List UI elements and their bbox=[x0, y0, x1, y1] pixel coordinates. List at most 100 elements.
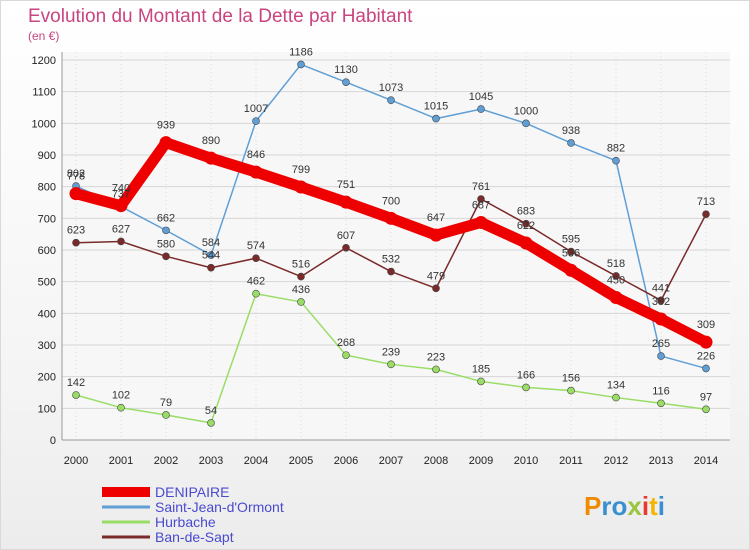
data-point bbox=[477, 105, 485, 113]
data-label: 1130 bbox=[334, 64, 358, 76]
data-point bbox=[702, 210, 710, 219]
data-point bbox=[339, 195, 353, 209]
data-label: 802 bbox=[67, 168, 85, 180]
data-label: 450 bbox=[607, 275, 625, 287]
data-label: 268 bbox=[337, 337, 355, 349]
data-point bbox=[522, 119, 530, 128]
data-label: 1073 bbox=[379, 82, 403, 94]
data-label: 102 bbox=[112, 390, 130, 402]
data-label: 683 bbox=[517, 206, 535, 218]
data-label: 516 bbox=[292, 259, 310, 271]
data-point bbox=[567, 247, 575, 256]
y-tick-label: 400 bbox=[38, 308, 56, 320]
data-label: 584 bbox=[202, 237, 220, 249]
data-label: 226 bbox=[697, 350, 715, 362]
x-tick-label: 2013 bbox=[649, 455, 673, 467]
y-tick-label: 1100 bbox=[32, 87, 56, 99]
data-point bbox=[702, 364, 710, 373]
legend: DENIPAIRESaint-Jean-d'OrmontHurbacheBan-… bbox=[102, 484, 284, 545]
x-tick-label: 2003 bbox=[199, 455, 223, 467]
data-labels: 802 737 662 584 1007 1186 1130 1073 1015 1045 1000… bbox=[67, 46, 715, 416]
data-point bbox=[342, 351, 350, 359]
data-point bbox=[162, 226, 170, 235]
data-point bbox=[432, 284, 440, 293]
x-tick-label: 2004 bbox=[244, 455, 268, 467]
data-point bbox=[699, 335, 713, 349]
data-point bbox=[612, 272, 620, 280]
data-label: 1000 bbox=[514, 105, 538, 117]
data-label: 580 bbox=[157, 238, 175, 250]
x-tick-label: 2010 bbox=[514, 455, 538, 467]
data-label: 595 bbox=[562, 234, 580, 246]
data-label: 462 bbox=[247, 276, 265, 288]
series-layer bbox=[69, 60, 713, 427]
data-point bbox=[429, 228, 443, 242]
data-label: 532 bbox=[382, 254, 400, 266]
data-point bbox=[432, 365, 440, 374]
data-label: 574 bbox=[247, 240, 265, 252]
data-label: 778 bbox=[67, 171, 85, 183]
y-tick-label: 200 bbox=[38, 372, 56, 384]
data-point bbox=[564, 263, 578, 277]
data-point bbox=[387, 96, 395, 105]
data-label: 142 bbox=[67, 377, 85, 389]
x-tick-label: 2014 bbox=[694, 455, 718, 467]
data-label: 79 bbox=[160, 397, 172, 409]
data-label: 97 bbox=[700, 391, 712, 403]
data-label: 309 bbox=[697, 319, 715, 331]
data-point bbox=[387, 360, 395, 369]
data-point bbox=[204, 151, 218, 165]
data-label: 156 bbox=[562, 373, 580, 385]
data-point bbox=[612, 393, 620, 402]
data-label: 700 bbox=[382, 195, 400, 207]
data-point bbox=[654, 312, 668, 326]
data-point bbox=[159, 136, 173, 150]
x-tick-label: 2002 bbox=[154, 455, 178, 467]
data-point bbox=[162, 252, 170, 261]
x-tick-label: 2009 bbox=[469, 455, 493, 467]
x-tick-label: 2011 bbox=[559, 455, 583, 467]
data-point bbox=[252, 289, 260, 298]
x-tick-label: 2006 bbox=[334, 455, 358, 467]
x-tick-label: 2008 bbox=[424, 455, 448, 467]
data-point bbox=[117, 237, 125, 246]
y-tick-label: 1000 bbox=[32, 118, 56, 130]
data-label: 518 bbox=[607, 258, 625, 270]
x-tick-label: 2001 bbox=[109, 455, 133, 467]
data-point bbox=[432, 114, 440, 123]
data-point bbox=[384, 211, 398, 225]
data-label: 166 bbox=[517, 369, 535, 381]
data-point bbox=[72, 238, 80, 247]
data-label: 1045 bbox=[469, 91, 493, 103]
y-tick-label: 500 bbox=[38, 277, 56, 289]
y-tick-label: 0 bbox=[50, 435, 56, 447]
data-label: 436 bbox=[292, 284, 310, 296]
data-point bbox=[162, 411, 170, 419]
data-point bbox=[207, 263, 215, 272]
data-point bbox=[477, 377, 485, 386]
data-label: 441 bbox=[652, 282, 670, 294]
x-tick-label: 2012 bbox=[604, 455, 628, 467]
data-point bbox=[297, 298, 305, 306]
axes: 0 100 200 300 400 500 600 700 800 900 1000 1100 1200… bbox=[32, 52, 730, 467]
x-tick-label: 2005 bbox=[289, 455, 313, 467]
y-tick-label: 300 bbox=[38, 340, 56, 352]
data-point bbox=[297, 272, 305, 281]
data-label: 1186 bbox=[289, 46, 313, 58]
data-point bbox=[519, 236, 533, 250]
logo-text: Proxiti bbox=[584, 491, 665, 521]
data-label: 134 bbox=[607, 380, 625, 392]
grid bbox=[62, 52, 730, 441]
y-tick-label: 900 bbox=[38, 150, 56, 162]
data-point bbox=[567, 386, 575, 395]
y-tick-label: 100 bbox=[38, 403, 56, 415]
data-label: 751 bbox=[337, 179, 355, 191]
y-tick-label: 600 bbox=[38, 245, 56, 257]
data-label: 223 bbox=[427, 351, 445, 363]
data-label: 116 bbox=[652, 385, 670, 397]
data-label: 740 bbox=[112, 183, 130, 195]
data-label: 938 bbox=[562, 125, 580, 137]
data-point bbox=[72, 391, 80, 399]
data-label: 1015 bbox=[424, 101, 448, 113]
data-label: 713 bbox=[697, 196, 715, 208]
